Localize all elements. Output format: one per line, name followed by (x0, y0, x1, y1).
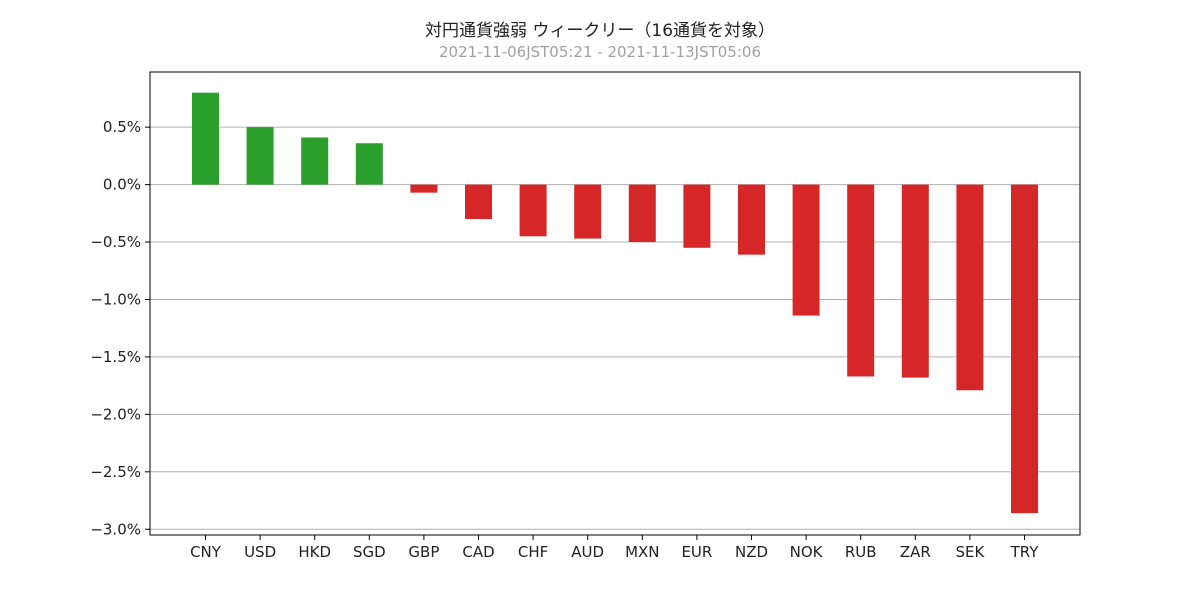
x-tick-label: RUB (845, 543, 877, 561)
bar-aud (574, 184, 602, 239)
x-tick-label: CAD (462, 543, 494, 561)
x-tick-label: ZAR (900, 543, 931, 561)
bars (192, 92, 1038, 514)
x-tick-label: CHF (518, 543, 548, 561)
bar-nzd (738, 184, 765, 255)
x-tick-label: AUD (571, 543, 604, 561)
y-tick-label: 0.0% (103, 176, 141, 194)
x-tick-label: MXN (625, 543, 659, 561)
x-tick-label: SEK (955, 543, 985, 561)
grid-lines (150, 126, 1080, 530)
chart-subtitle: 2021-11-06JST05:21 - 2021-11-13JST05:06 (439, 43, 761, 61)
plot-frame (149, 71, 1081, 536)
y-tick-label: −2.5% (90, 463, 141, 481)
bar-try (1011, 184, 1038, 514)
x-tick-label: TRY (1010, 543, 1040, 561)
bar-rub (847, 184, 875, 377)
bar-cny (192, 92, 219, 185)
chart-title: 対円通貨強弱 ウィークリー（16通貨を対象） (424, 21, 776, 41)
bar-cad (465, 184, 492, 220)
x-axis-ticks: CNY USD HKD SGD GBP CAD CHF AUD MXN EUR NZD NOK RUB Z… (190, 535, 1039, 561)
bar-hkd (301, 137, 329, 185)
x-tick-label: HKD (298, 543, 331, 561)
x-tick-label: GBP (408, 543, 439, 561)
x-tick-label: CNY (190, 543, 222, 561)
bar-usd (246, 127, 274, 185)
x-tick-label: USD (244, 543, 276, 561)
x-tick-label: NOK (790, 543, 824, 561)
y-tick-label: −1.5% (90, 348, 141, 366)
bar-chf (519, 184, 547, 237)
bar-eur (683, 184, 711, 248)
y-tick-label: −1.0% (90, 290, 141, 308)
y-tick-label: −0.5% (90, 233, 141, 251)
bar-mxn (628, 184, 656, 243)
x-tick-label: SGD (353, 543, 386, 561)
y-axis-ticks: 0.5% 0.0% −0.5% −1.0% −1.5% −2.0% −2.5% −3.0% (90, 118, 150, 538)
x-tick-label: EUR (681, 543, 712, 561)
bar-sgd (355, 143, 383, 185)
bar-zar (901, 184, 929, 378)
y-tick-label: −2.0% (90, 405, 141, 423)
x-tick-label: NZD (735, 543, 768, 561)
bar-nok (792, 184, 820, 316)
y-tick-label: −3.0% (90, 520, 141, 538)
y-tick-label: 0.5% (103, 118, 141, 136)
bar-sek (956, 184, 984, 391)
bar-gbp (410, 184, 438, 193)
